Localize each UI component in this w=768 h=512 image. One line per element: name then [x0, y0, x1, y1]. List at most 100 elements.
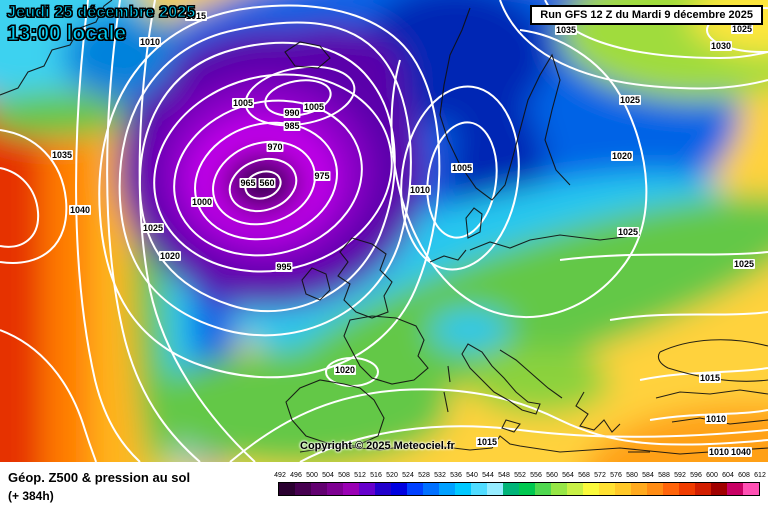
colorbar-tick: 556: [530, 472, 542, 479]
colorbar-tick: 560: [546, 472, 558, 479]
copyright-text: Copyright © 2025 Meteociel.fr: [300, 440, 455, 452]
colorbar-cells: [278, 482, 760, 496]
isobar-label: 1010: [704, 414, 728, 424]
colorbar-cell: [663, 483, 679, 495]
colorbar-tick: 604: [722, 472, 734, 479]
colorbar-tick: 572: [594, 472, 606, 479]
colorbar-tick: 588: [658, 472, 670, 479]
isobar-label: 995: [275, 262, 293, 272]
map-graphic: [0, 0, 768, 462]
colorbar-tick: 516: [370, 472, 382, 479]
colorbar-tick: 520: [386, 472, 398, 479]
z500-colorbar: 492 496 500 504 508 512 516 520 524 528 532 536 540 5…: [274, 472, 766, 502]
colorbar-cell: [647, 483, 663, 495]
colorbar-cell: [423, 483, 439, 495]
colorbar-tick: 568: [578, 472, 590, 479]
colorbar-cell: [295, 483, 311, 495]
colorbar-tick: 512: [354, 472, 366, 479]
colorbar-cell: [599, 483, 615, 495]
colorbar-cell: [583, 483, 599, 495]
isobar-label: 1015: [475, 437, 499, 447]
valid-date-line2: 13:00 locale: [7, 22, 127, 46]
pressure-field-layer: [0, 0, 768, 462]
isobar-label: 1010: [408, 185, 432, 195]
map-title: Géop. Z500 & pression au sol: [8, 470, 191, 485]
isobar-label: 1015: [184, 11, 208, 21]
colorbar-cell: [279, 483, 295, 495]
colorbar-tick: 608: [738, 472, 750, 479]
colorbar-cell: [471, 483, 487, 495]
colorbar-cell: [615, 483, 631, 495]
colorbar-cell: [343, 483, 359, 495]
isobar-label: 1020: [333, 365, 357, 375]
colorbar-tick: 528: [418, 472, 430, 479]
isobar-label: 975: [313, 171, 331, 181]
isobar-label: 1025: [141, 223, 165, 233]
colorbar-cell: [519, 483, 535, 495]
isobar-label: 1025: [732, 259, 756, 269]
colorbar-cell: [695, 483, 711, 495]
colorbar-tick: 548: [498, 472, 510, 479]
isobar-label: 990: [283, 108, 301, 118]
map-canvas[interactable]: 1015 1010 1035 1040 1025 1020 1000 995 965 560 975…: [0, 0, 768, 462]
colorbar-tick: 580: [626, 472, 638, 479]
colorbar-cell: [487, 483, 503, 495]
colorbar-cell: [503, 483, 519, 495]
run-info-box: Run GFS 12 Z du Mardi 9 décembre 2025: [530, 5, 763, 25]
forecast-hour: (+ 384h): [8, 489, 54, 503]
colorbar-cell: [743, 483, 759, 495]
colorbar-cell: [711, 483, 727, 495]
isobar-label: 1040: [68, 205, 92, 215]
isobar-label: 1010: [707, 447, 731, 457]
colorbar-cell: [535, 483, 551, 495]
colorbar-tick: 592: [674, 472, 686, 479]
isobar-label: 1000: [190, 197, 214, 207]
colorbar-cell: [439, 483, 455, 495]
colorbar-tick: 564: [562, 472, 574, 479]
isobar-label: 1030: [709, 41, 733, 51]
isobar-label: 560: [258, 178, 276, 188]
colorbar-tick: 532: [434, 472, 446, 479]
colorbar-cell: [551, 483, 567, 495]
isobar-label: 1020: [610, 151, 634, 161]
isobar-label: 1015: [698, 373, 722, 383]
colorbar-cell: [375, 483, 391, 495]
legend-footer: Géop. Z500 & pression au sol (+ 384h) 49…: [0, 462, 768, 512]
colorbar-cell: [455, 483, 471, 495]
colorbar-cell: [407, 483, 423, 495]
colorbar-cell: [631, 483, 647, 495]
colorbar-tick: 540: [466, 472, 478, 479]
colorbar-tick: 576: [610, 472, 622, 479]
isobar-label: 1005: [450, 163, 474, 173]
colorbar-tick: 612: [754, 472, 766, 479]
valid-date: Jeudi 25 décembre 2025 13:00 locale: [7, 3, 196, 46]
colorbar-tick: 544: [482, 472, 494, 479]
isobar-label: 970: [266, 142, 284, 152]
colorbar-tick: 500: [306, 472, 318, 479]
colorbar-tick: 492: [274, 472, 286, 479]
isobar-label: 1025: [618, 95, 642, 105]
colorbar-tick: 584: [642, 472, 654, 479]
colorbar-cell: [359, 483, 375, 495]
isobar-label: 1040: [729, 447, 753, 457]
isobar-label: 1020: [158, 251, 182, 261]
isobar-label: 1025: [616, 227, 640, 237]
colorbar-cell: [679, 483, 695, 495]
colorbar-tick: 508: [338, 472, 350, 479]
isobar-label: 965: [239, 178, 257, 188]
colorbar-tick: 536: [450, 472, 462, 479]
isobar-label: 1010: [138, 37, 162, 47]
colorbar-cell: [311, 483, 327, 495]
isobar-label: 1005: [302, 102, 326, 112]
coastlines-layer: [0, 0, 768, 455]
colorbar-tick: 524: [402, 472, 414, 479]
valid-date-line1: Jeudi 25 décembre 2025: [7, 4, 196, 22]
colorbar-tick: 552: [514, 472, 526, 479]
colorbar-cell: [391, 483, 407, 495]
colorbar-tick: 496: [290, 472, 302, 479]
isobar-label: 1005: [231, 98, 255, 108]
colorbar-tick: 596: [690, 472, 702, 479]
colorbar-ticks: 492 496 500 504 508 512 516 520 524 528 532 536 540 5…: [274, 472, 766, 481]
isobar-label: 1025: [730, 24, 754, 34]
